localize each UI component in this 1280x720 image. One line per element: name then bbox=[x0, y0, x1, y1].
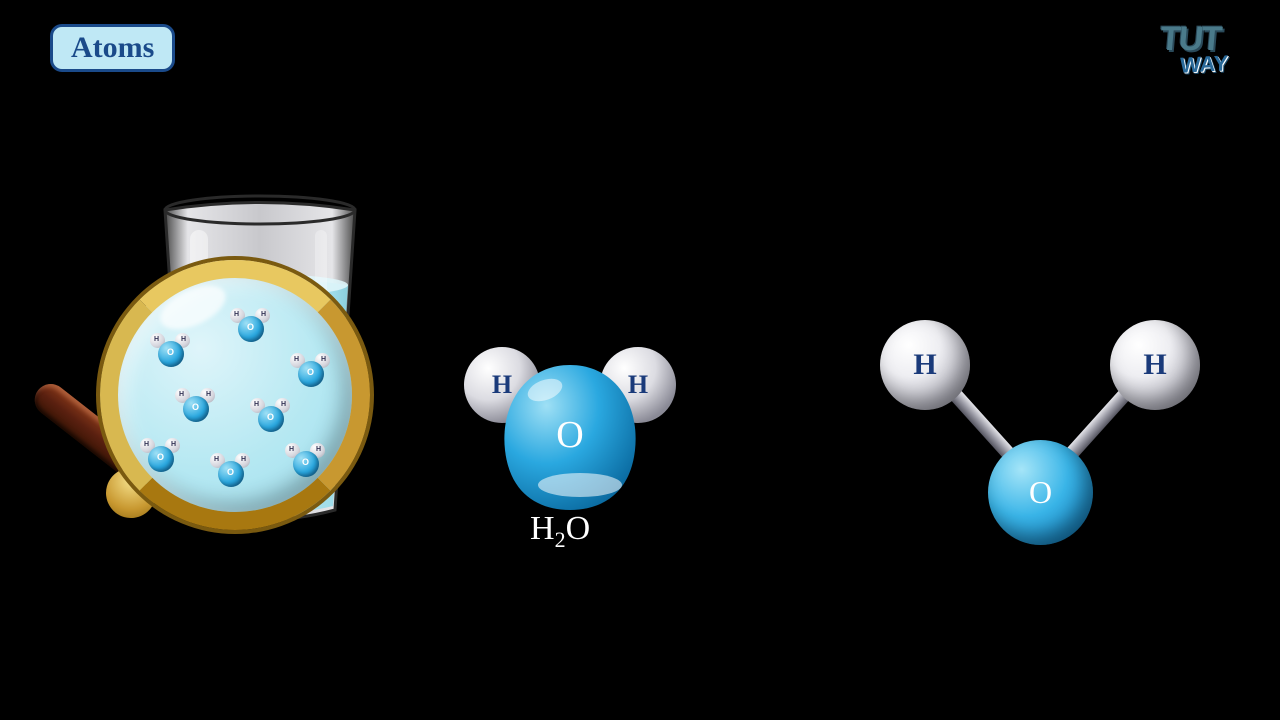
water-molecule-spacefill: H H O bbox=[460, 330, 680, 540]
h-label: H bbox=[913, 348, 936, 382]
brand-logo: TUT WAY bbox=[1160, 20, 1250, 90]
mini-water-molecule: OHH bbox=[283, 443, 327, 479]
mini-water-molecule: OHH bbox=[148, 333, 192, 369]
h-label-right: H bbox=[628, 370, 648, 399]
water-formula: H2O bbox=[530, 510, 590, 553]
logo-line2: WAY bbox=[1179, 49, 1250, 79]
mini-water-molecule: OHH bbox=[288, 353, 332, 389]
title-badge: Atoms bbox=[50, 24, 175, 72]
water-molecule-ballstick: H H O bbox=[880, 310, 1200, 550]
mini-water-molecule: OHH bbox=[173, 388, 217, 424]
title-text: Atoms bbox=[71, 31, 154, 64]
magnifier-lens: OHH OHH OHH OHH OHH OHH OHH OHH bbox=[100, 260, 370, 530]
formula-h: H bbox=[530, 510, 555, 547]
o-label: O bbox=[1029, 474, 1052, 511]
magnifying-glass: OHH OHH OHH OHH OHH OHH OHH OHH bbox=[10, 260, 390, 620]
hydrogen-atom-left: H bbox=[880, 320, 970, 410]
o-label-center: O bbox=[556, 414, 583, 456]
formula-2: 2 bbox=[555, 527, 566, 552]
mini-water-molecule: OHH bbox=[248, 398, 292, 434]
h-label-left: H bbox=[492, 370, 512, 399]
formula-o: O bbox=[566, 510, 591, 547]
mini-water-molecule: OHH bbox=[208, 453, 252, 489]
mini-water-molecule: OHH bbox=[228, 308, 272, 344]
hydrogen-atom-right: H bbox=[1110, 320, 1200, 410]
h-label: H bbox=[1143, 348, 1166, 382]
mini-water-molecule: OHH bbox=[138, 438, 182, 474]
oxygen-atom-center: O bbox=[988, 440, 1093, 545]
